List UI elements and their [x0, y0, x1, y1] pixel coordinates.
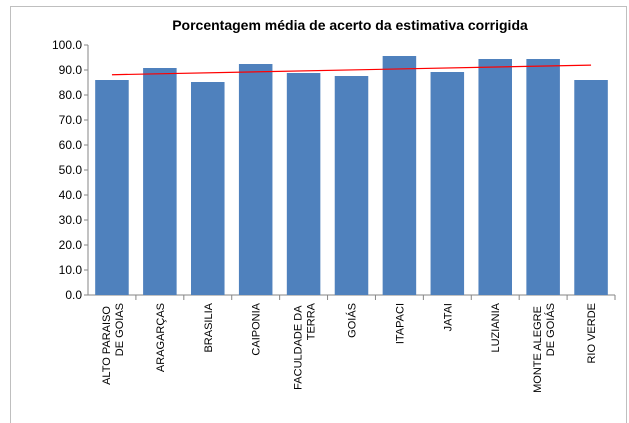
y-tick-label: 40.0 [59, 188, 83, 202]
x-tick-label: GOIÁS [346, 303, 359, 338]
bar [574, 80, 608, 295]
y-tick-label: 20.0 [59, 238, 83, 252]
x-tick-label: LUZIANIA [490, 302, 502, 352]
chart-title: Porcentagem média de acerto da estimativ… [172, 17, 528, 33]
y-tick-label: 50.0 [59, 163, 83, 177]
bar [191, 82, 225, 295]
x-tick-label: FACULDADE DA TERRA [293, 302, 318, 389]
x-tick-label: ITAPACI [394, 303, 406, 344]
x-tick-label: JATAI [442, 303, 454, 331]
x-tick-label: ALTO PARAISO DE GOIAS [101, 303, 126, 385]
y-tick-label: 60.0 [59, 138, 83, 152]
y-tick-label: 30.0 [59, 213, 83, 227]
x-tick-label: ARAGARÇAS [155, 303, 167, 372]
y-tick-label: 90.0 [59, 63, 83, 77]
bar [143, 68, 177, 295]
y-tick-label: 100.0 [52, 38, 82, 52]
bar [526, 59, 560, 295]
y-tick-label: 80.0 [59, 88, 83, 102]
bar [286, 73, 321, 295]
bar [382, 56, 417, 295]
x-tick-label: BRASILIA [203, 302, 215, 352]
y-tick-label: 70.0 [59, 113, 83, 127]
x-tick-label: RIO VERDE [586, 303, 598, 364]
trendline [111, 64, 592, 76]
bar [95, 80, 129, 295]
bar [238, 64, 273, 295]
y-tick-label: 10.0 [59, 263, 83, 277]
x-tick-label: MONTE ALEGRE DE GOIÁS [532, 303, 557, 393]
x-tick-label: CAIPONIA [251, 302, 263, 355]
bar [334, 76, 369, 295]
y-tick-label: 0.0 [65, 288, 82, 302]
bar [478, 59, 512, 295]
bar [430, 72, 465, 295]
